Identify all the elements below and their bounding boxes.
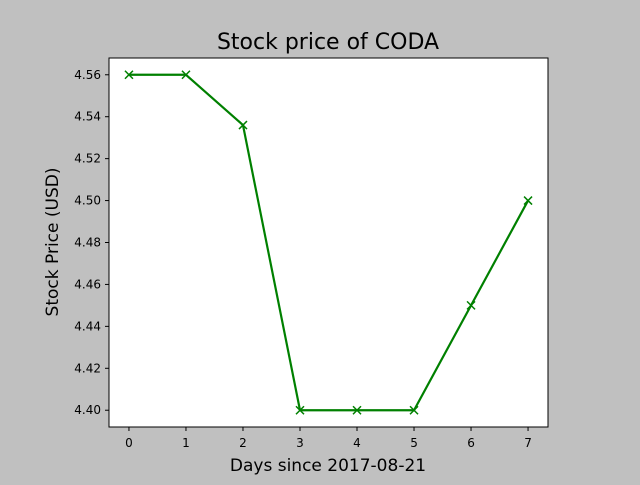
y-tick-label: 4.56 <box>74 68 101 82</box>
y-tick-label: 4.42 <box>74 361 101 375</box>
x-axis: 0 1 2 3 4 5 6 7 <box>125 427 532 450</box>
x-tick-label: 3 <box>296 436 304 450</box>
data-point-marker <box>409 405 419 415</box>
x-tick-label: 2 <box>239 436 247 450</box>
data-point-marker <box>523 196 533 206</box>
plot-area <box>109 58 548 427</box>
y-axis-label: Stock Price (USD) <box>43 168 63 317</box>
chart-title: Stock price of CODA <box>217 30 439 55</box>
y-axis: 4.40 4.42 4.44 4.46 4.48 4.50 4.52 4.54 4.56 <box>74 68 109 417</box>
data-point-marker <box>466 300 476 310</box>
y-tick-label: 4.54 <box>74 110 101 124</box>
data-point-marker <box>181 70 191 80</box>
y-tick-label: 4.44 <box>74 319 101 333</box>
y-tick-label: 4.46 <box>74 277 101 291</box>
y-tick-label: 4.50 <box>74 194 101 208</box>
plot-frame <box>108 57 549 428</box>
x-tick-label: 0 <box>125 436 133 450</box>
x-tick-label: 1 <box>182 436 190 450</box>
x-tick-label: 6 <box>467 436 475 450</box>
y-tick-label: 4.52 <box>74 152 101 166</box>
x-tick-label: 7 <box>524 436 532 450</box>
data-point-marker <box>352 405 362 415</box>
y-tick-label: 4.48 <box>74 236 101 250</box>
series-line <box>128 73 530 412</box>
x-tick-label: 5 <box>410 436 418 450</box>
x-tick-label: 4 <box>353 436 361 450</box>
data-point-marker <box>238 120 248 130</box>
y-tick-label: 4.40 <box>74 403 101 417</box>
data-point-marker <box>295 405 305 415</box>
x-axis-label: Days since 2017-08-21 <box>230 456 426 476</box>
series-layer <box>124 70 533 415</box>
data-point-marker <box>124 70 134 80</box>
